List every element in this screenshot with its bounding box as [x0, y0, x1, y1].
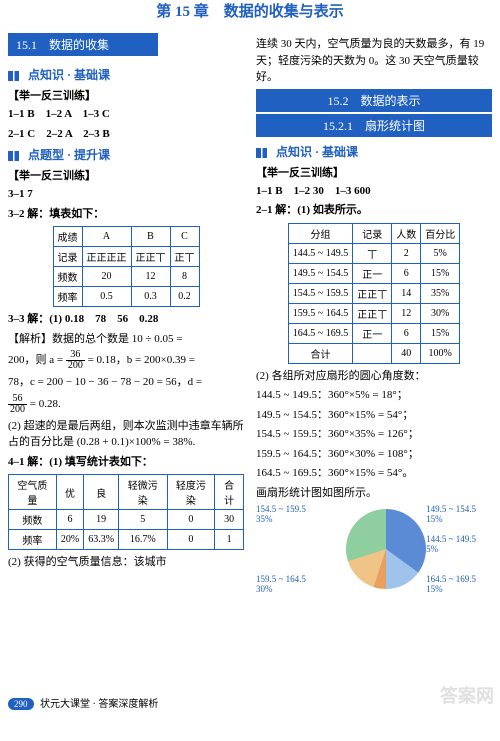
- section-bar-15-2-1: 15.2.1 扇形统计图: [256, 114, 492, 137]
- analysis-3: 78，c = 200 − 10 − 36 − 78 − 20 = 56，d =: [8, 374, 244, 391]
- analysis-air: (2) 获得的空气质量信息：该城市: [8, 554, 244, 571]
- subhead-advanced: 点题型 · 提升课: [8, 146, 244, 163]
- right-column: 连续 30 天内，空气质量为良的天数最多，有 19 天；轻度污染的天数为 0。这…: [250, 33, 492, 741]
- angle-1: 144.5 ~ 149.5：360°×5% = 18°；: [256, 387, 492, 404]
- angle-5: 164.5 ~ 169.5：360°×15% = 54°。: [256, 465, 492, 482]
- table-row: 频率0.50.30.2: [53, 287, 199, 307]
- table-air: 空气质量优良轻微污染轻度污染合计 频数6195030 频率20%63.3%16.…: [8, 474, 244, 550]
- table-row: 分组记录人数百分比: [288, 223, 459, 243]
- analysis-4: 56200 = 0.28.: [8, 394, 244, 415]
- answer-r-1: 1–1 B 1–2 30 1–3 600: [256, 183, 492, 200]
- watermark: 答案网: [440, 682, 494, 708]
- left-column: 15.1 数据的收集 点知识 · 基础课 【举一反三训练】 1–1 B 1–2 …: [8, 33, 250, 741]
- table-groups: 分组记录人数百分比 144.5 ~ 149.5丅25% 149.5 ~ 154.…: [288, 223, 460, 364]
- table-row: 成绩ABC: [53, 227, 199, 247]
- analysis-2: 200，则 a = 36200 = 0.18，b = 200×0.39 =: [8, 350, 244, 371]
- table-row: 合计40100%: [288, 343, 459, 363]
- pie-chart: [346, 509, 426, 589]
- text: = 0.18，b = 200×0.39 =: [88, 354, 195, 366]
- analysis-1: 【解析】数据的总个数是 10 ÷ 0.05 =: [8, 331, 244, 348]
- answer-3-3: 3–3 解：(1) 0.18 78 56 0.28: [8, 311, 244, 328]
- pie-label-2: 149.5 ~ 154.515%: [426, 505, 476, 525]
- table-row: 频数20128: [53, 267, 199, 287]
- chapter-title: 第 15 章 数据的收集与表示: [0, 0, 500, 21]
- table-row: 频数6195030: [9, 510, 244, 530]
- answer-4-1: 4–1 解：(1) 填写统计表如下：: [8, 454, 244, 471]
- table-row: 154.5 ~ 159.5正正丅1435%: [288, 283, 459, 303]
- angle-2: 149.5 ~ 154.5：360°×15% = 54°；: [256, 407, 492, 424]
- subhead-basic: 点知识 · 基础课: [8, 66, 244, 83]
- page-number: 290: [8, 698, 34, 710]
- table-row: 频率20%63.3%16.7%01: [9, 530, 244, 550]
- page-footer: 290 状元大课堂 · 答案深度解析: [8, 695, 158, 710]
- angle-3: 154.5 ~ 159.5：360°×35% = 126°；: [256, 426, 492, 443]
- pie-label-3: 144.5 ~ 149.55%: [426, 535, 476, 555]
- table-row: 144.5 ~ 149.5丅25%: [288, 243, 459, 263]
- pie-label-1: 154.5 ~ 159.535%: [256, 505, 306, 525]
- section-bar-15-2: 15.2 数据的表示: [256, 89, 492, 112]
- text: = 0.28.: [30, 398, 61, 410]
- answer-r-2: 2–1 解：(1) 如表所示。: [256, 202, 492, 219]
- footer-text: 状元大课堂 · 答案深度解析: [40, 699, 158, 710]
- page-columns: 15.1 数据的收集 点知识 · 基础课 【举一反三训练】 1–1 B 1–2 …: [0, 27, 500, 741]
- pie-label-5: 159.5 ~ 164.530%: [256, 575, 306, 595]
- table-row: 159.5 ~ 164.5正正丅1230%: [288, 303, 459, 323]
- pie-label-4: 164.5 ~ 169.515%: [426, 575, 476, 595]
- fraction: 56200: [8, 394, 27, 415]
- table-grades: 成绩ABC 记录正正正正正正丅正丅 频数20128 频率0.50.30.2: [53, 226, 200, 307]
- table-row: 记录正正正正正正丅正丅: [53, 247, 199, 267]
- text: 200，则 a =: [8, 354, 66, 366]
- continuation-text: 连续 30 天内，空气质量为良的天数最多，有 19 天；轻度污染的天数为 0。这…: [256, 36, 492, 86]
- block-title-r: 【举一反三训练】: [256, 164, 492, 180]
- answer-line-1: 1–1 B 1–2 A 1–3 C: [8, 106, 244, 123]
- table-row: 164.5 ~ 169.5正一615%: [288, 323, 459, 343]
- table-row: 149.5 ~ 154.5正一615%: [288, 263, 459, 283]
- pie-caption: 画扇形统计图如图所示。: [256, 485, 492, 502]
- analysis-5: (2) 超速的是最后两组，则本次监测中违章车辆所占的百分比是 (0.28 + 0…: [8, 418, 244, 451]
- block-title-1: 【举一反三训练】: [8, 87, 244, 103]
- subhead-basic-r: 点知识 · 基础课: [256, 143, 492, 160]
- table-row: 空气质量优良轻微污染轻度污染合计: [9, 475, 244, 510]
- answer-3-2: 3–2 解：填表如下：: [8, 206, 244, 223]
- angle-4: 159.5 ~ 164.5：360°×30% = 108°；: [256, 446, 492, 463]
- answer-line-2: 2–1 C 2–2 A 2–3 B: [8, 126, 244, 143]
- fraction: 36200: [66, 350, 85, 371]
- block-title-2: 【举一反三训练】: [8, 167, 244, 183]
- angles-intro: (2) 各组所对应扇形的圆心角度数：: [256, 368, 492, 385]
- section-bar-15-1: 15.1 数据的收集: [8, 33, 158, 56]
- pie-chart-wrap: 154.5 ~ 159.535% 149.5 ~ 154.515% 144.5 …: [256, 505, 476, 595]
- answer-3-1: 3–1 7: [8, 186, 244, 203]
